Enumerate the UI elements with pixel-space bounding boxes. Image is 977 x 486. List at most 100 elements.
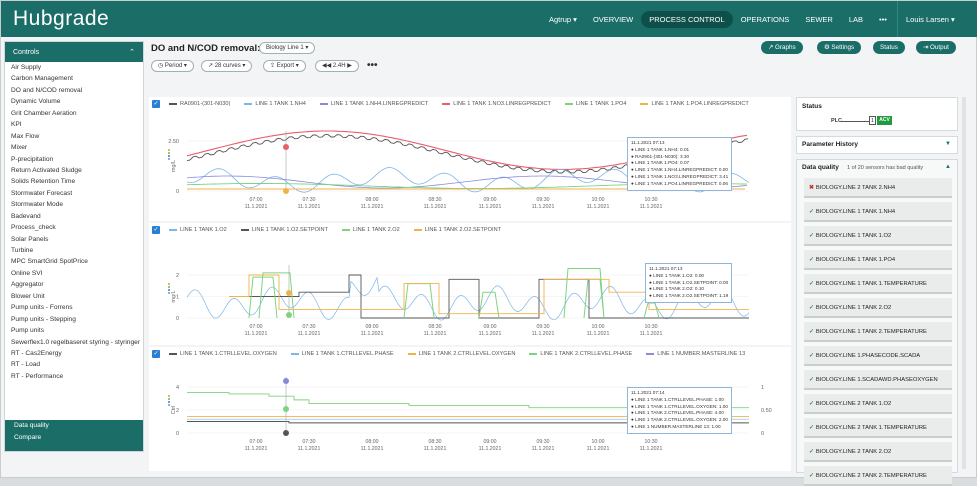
sidebar-item[interactable]: Stormwater Mode (11, 201, 64, 209)
legend-item[interactable]: LINE 1 TANK 1.NO3.LINREGPREDICT (442, 101, 551, 107)
sidebar-item[interactable]: RT - Performance (11, 372, 64, 380)
forward-icon[interactable]: ▶ (345, 63, 352, 69)
sidebar-item[interactable]: Process_check (11, 224, 56, 232)
legend-item[interactable]: LINE 1 TANK 1.NH4 (244, 101, 306, 107)
output-button[interactable]: ⇥ Output (916, 41, 956, 54)
chevron-up-icon[interactable]: ▲ (945, 164, 951, 170)
user-menu[interactable]: Louis Larsen ▾ (897, 1, 977, 37)
nav-sewer[interactable]: SEWER (805, 14, 833, 24)
data-quality-item[interactable]: ✓ BIOLOGY.LINE 1 TANK 1.O2 (804, 226, 952, 246)
nav-overview[interactable]: OVERVIEW (592, 14, 634, 24)
legend-item[interactable]: LINE 1 TANK 2.CTRLLEVEL.OXYGEN (407, 351, 516, 357)
data-quality-title: Data quality (802, 164, 839, 171)
sidebar-item[interactable]: RT - Cas2Energy (11, 349, 62, 357)
nav-plant-select[interactable]: Agtrup ▾ (549, 14, 577, 24)
sidebar-item[interactable]: Return Activated Sludge (11, 166, 82, 174)
ctrllevel-chart[interactable]: 420Ctrl07:0011.1.202107:3011.1.202108:00… (149, 347, 791, 471)
graph-icon: ↗ (768, 44, 776, 51)
sidebar-item[interactable]: Stormwater Forecast (11, 189, 73, 197)
legend-item[interactable]: LINE 1 TANK 1.CTRLLEVEL.OXYGEN (169, 351, 277, 357)
sidebar-item[interactable]: Max Flow (11, 132, 40, 140)
data-quality-item[interactable]: ✓ BIOLOGY.LINE 1 TANK 1.TEMPERATURE (804, 274, 952, 294)
period-dropdown[interactable]: ◷ Period ▾ (151, 60, 194, 72)
good-quality-icon: ✓ (809, 449, 814, 455)
legend-item[interactable]: LINE 1 TANK 1.NH4.LINREGPREDICT (319, 101, 428, 107)
nav-more-icon[interactable]: ••• (879, 14, 887, 24)
sidebar-item[interactable]: Solar Panels (11, 235, 49, 243)
data-quality-item[interactable]: ✓ BIOLOGY.LINE 2 TANK 2.TEMPERATURE (804, 466, 952, 486)
legend-item[interactable]: LINE 1 TANK 2.CTRLLEVEL.PHASE (529, 351, 632, 357)
right-panel-scrollbar[interactable] (962, 97, 966, 469)
sidebar-item[interactable]: MPC SmartGrid SpotPrice (11, 258, 88, 266)
legend-item[interactable]: LINE 1 TANK 1.PO4 (564, 101, 626, 107)
sidebar-item[interactable]: Pump units (11, 327, 44, 335)
parameter-history-dropdown[interactable]: Parameter History ▼ (796, 136, 958, 154)
chart-toggle-checkbox[interactable]: ✓ (152, 100, 160, 108)
sidebar-item[interactable]: Sewerflex1.0 regelbaseret styring - styr… (11, 338, 140, 346)
data-quality-item[interactable]: ✓ BIOLOGY.LINE 1 TANK 2.O2 (804, 298, 952, 318)
data-quality-item[interactable]: ✖ BIOLOGY.LINE 2 TANK 2.NH4 (804, 178, 952, 198)
sidebar-item[interactable]: P-precipitation (11, 155, 54, 163)
sidebar-item[interactable]: Solids Retention Time (11, 178, 76, 186)
sidebar-item[interactable]: Pump units - Stepping (11, 315, 76, 323)
legend-item[interactable]: LINE 1 TANK 1.O2 (169, 227, 227, 233)
good-quality-icon: ✓ (809, 281, 814, 287)
hubgrade-logo[interactable]: Hubgrade (13, 7, 110, 30)
curves-label: 28 curves ▾ (214, 63, 246, 69)
legend-item[interactable]: LINE 1 TANK 1.PO4.LINREGPREDICT (640, 101, 749, 107)
time-range-control[interactable]: ◀◀ 2.4H ▶ (315, 60, 359, 72)
nav-operations[interactable]: OPERATIONS (740, 14, 790, 24)
sidebar-item[interactable]: Dynamic Volume (11, 98, 61, 106)
sidebar-item[interactable]: DO and N/COD removal (11, 86, 83, 94)
data-quality-item[interactable]: ✓ BIOLOGY.LINE 2 TANK 1.O2 (804, 394, 952, 414)
rewind-icon[interactable]: ◀◀ (322, 63, 333, 69)
data-quality-item[interactable]: ✓ BIOLOGY.LINE 1.PHASECODE.SCADA (804, 346, 952, 366)
sidebar-item[interactable]: KPI (11, 121, 22, 129)
status-button[interactable]: Status (873, 41, 905, 54)
chart-toggle-checkbox[interactable]: ✓ (152, 350, 160, 358)
y-tick-label: 2.50 (168, 139, 179, 145)
legend-item[interactable]: LINE 1 TANK 2.O2 (342, 227, 400, 233)
sidebar-item-data-quality[interactable]: Data quality (14, 422, 49, 429)
nav-lab[interactable]: LAB (848, 14, 864, 24)
line-select-dropdown[interactable]: Biology Line 1 ▾ (259, 42, 316, 54)
sidebar-item[interactable]: Blower Unit (11, 292, 45, 300)
legend-item[interactable]: LINE 1 TANK 2.O2.SETPOINT (413, 227, 501, 233)
data-quality-item[interactable]: ✓ BIOLOGY.LINE 1 TANK 1.NH4 (804, 202, 952, 222)
chart-toggle-checkbox[interactable]: ✓ (152, 226, 160, 234)
settings-button[interactable]: ⚙ Settings (817, 41, 862, 54)
nav-process-control[interactable]: PROCESS CONTROL (641, 10, 733, 28)
sidebar-item[interactable]: Grit Chamber Aeration (11, 109, 77, 117)
sidebar-item[interactable]: Turbine (11, 247, 34, 254)
data-quality-item[interactable]: ✓ BIOLOGY.LINE 2 TANK 2.O2 (804, 442, 952, 462)
legend-label: LINE 1 TANK 2.CTRLLEVEL.OXYGEN (418, 351, 516, 357)
data-quality-item[interactable]: ✓ BIOLOGY.LINE 1.SCADAWD.PHASEOXYGEN (804, 370, 952, 390)
sidebar-item[interactable]: Aggregator (11, 281, 44, 289)
sidebar-item[interactable]: Online SVI (11, 269, 43, 277)
export-dropdown[interactable]: ⇪ Export ▾ (263, 60, 306, 72)
controls-header[interactable]: Controls ⌃ (5, 42, 143, 62)
legend-item[interactable]: LINE 1 TANK 1.CTRLLEVEL.PHASE (290, 351, 394, 357)
data-quality-item[interactable]: ✓ BIOLOGY.LINE 2 TANK 1.TEMPERATURE (804, 418, 952, 438)
collapse-icon[interactable]: ⌃ (129, 49, 135, 56)
clock-icon: ◷ (158, 63, 165, 69)
sidebar-item[interactable]: Badevand (11, 212, 41, 220)
data-quality-item[interactable]: ✓ BIOLOGY.LINE 1 TANK 2.TEMPERATURE (804, 322, 952, 342)
sidebar-item[interactable]: Air Supply (11, 64, 42, 71)
x-tick-label: 08:00 (366, 197, 379, 203)
sidebar-item[interactable]: Carbon Management (11, 75, 73, 83)
plc-value: 1 (869, 116, 876, 125)
legend-item[interactable]: RA0901-(301-N030) (169, 101, 230, 107)
sidebar-item[interactable]: RT - Load (11, 361, 41, 369)
sidebar-item-compare[interactable]: Compare (14, 433, 42, 441)
legend-item[interactable]: LINE 1 NUMBER.MASTERLINE 13 (646, 351, 745, 357)
graphs-button[interactable]: ↗ Graphs (761, 41, 803, 54)
data-quality-item[interactable]: ✓ BIOLOGY.LINE 1 TANK 1.PO4 (804, 250, 952, 270)
more-options-icon[interactable]: ••• (367, 60, 378, 71)
legend-swatch (646, 353, 655, 355)
legend-item[interactable]: LINE 1 TANK 1.O2.SETPOINT (240, 227, 328, 233)
sidebar-item[interactable]: Mixer (11, 144, 28, 152)
curves-dropdown[interactable]: ↗ 28 curves ▾ (201, 60, 253, 72)
x-tick-label: 11.1.2021 (245, 331, 268, 337)
sidebar-item[interactable]: Pump units - Forrens (11, 304, 73, 312)
